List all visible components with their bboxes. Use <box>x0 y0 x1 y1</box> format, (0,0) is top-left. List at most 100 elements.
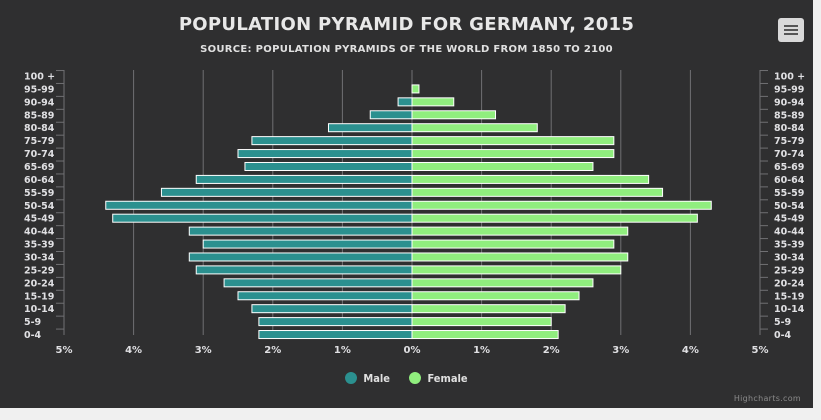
bar-male <box>251 304 413 314</box>
hamburger-menu-icon-bar <box>784 29 798 31</box>
y-tick-label-left: 85-89 <box>24 110 54 121</box>
x-tick-label: 1% <box>473 345 490 356</box>
y-tick-label-left: 10-14 <box>24 304 55 315</box>
y-tick-label-right: 10-14 <box>774 304 805 315</box>
bar-male <box>369 110 413 120</box>
x-tick-label: 5% <box>752 345 769 356</box>
y-tick-label-left: 30-34 <box>24 252 55 263</box>
y-tick-label-left: 15-19 <box>24 291 54 302</box>
y-tick-label-left: 65-69 <box>24 162 54 173</box>
y-tick-label-left: 50-54 <box>24 201 55 212</box>
x-tick-label: 4% <box>682 345 699 356</box>
bar-male <box>237 149 413 159</box>
bar-male <box>195 265 413 275</box>
y-tick-label-right: 60-64 <box>774 175 805 186</box>
x-tick-label: 5% <box>56 345 73 356</box>
y-tick-label-left: 75-79 <box>24 136 54 147</box>
x-tick-label: 3% <box>195 345 212 356</box>
bar-female <box>411 110 497 120</box>
chart-title: POPULATION PYRAMID FOR GERMANY, 2015 <box>178 14 635 35</box>
bar-female <box>411 278 594 288</box>
y-tick-label-right: 55-59 <box>774 188 804 199</box>
y-tick-label-left: 60-64 <box>24 175 55 186</box>
y-tick-label-right: 65-69 <box>774 162 804 173</box>
y-tick-label-left: 25-29 <box>24 265 54 276</box>
y-tick-label-left: 45-49 <box>24 214 54 225</box>
bar-female <box>411 174 650 184</box>
y-tick-label-right: 20-24 <box>774 278 805 289</box>
bar-male <box>195 174 413 184</box>
bar-female <box>411 304 566 314</box>
y-tick-label-right: 0-4 <box>774 330 792 341</box>
x-tick-label: 2% <box>543 345 560 356</box>
y-tick-label-left: 0-4 <box>24 330 42 341</box>
x-tick-label: 1% <box>334 345 351 356</box>
y-tick-label-left: 80-84 <box>24 123 55 134</box>
bar-female <box>411 200 712 210</box>
bar-female <box>411 213 698 223</box>
y-tick-label-right: 80-84 <box>774 123 805 134</box>
bar-female <box>411 226 629 236</box>
y-tick-label-left: 20-24 <box>24 278 55 289</box>
bar-male <box>105 200 413 210</box>
y-tick-label-left: 40-44 <box>24 227 55 238</box>
bar-male <box>188 252 413 262</box>
y-tick-label-left: 35-39 <box>24 240 54 251</box>
y-tick-label-right: 30-34 <box>774 252 805 263</box>
y-tick-label-right: 95-99 <box>774 84 804 95</box>
bar-female <box>411 136 615 146</box>
x-tick-label: 4% <box>125 345 142 356</box>
bar-female <box>411 330 559 340</box>
bar-male <box>327 123 413 133</box>
bar-male <box>237 291 413 301</box>
y-tick-label-left: 70-74 <box>24 149 55 160</box>
legend-label-female: Female <box>427 372 468 385</box>
chart-container: POPULATION PYRAMID FOR GERMANY, 2015 SOU… <box>0 0 813 408</box>
bar-female <box>411 123 538 133</box>
x-tick-label: 3% <box>612 345 629 356</box>
y-tick-label-left: 55-59 <box>24 188 54 199</box>
hamburger-menu-icon <box>784 25 798 27</box>
y-tick-label-right: 45-49 <box>774 214 804 225</box>
bar-male <box>258 317 413 327</box>
chart-menu-button[interactable] <box>778 18 804 42</box>
bar-male <box>397 97 413 107</box>
y-tick-label-right: 85-89 <box>774 110 804 121</box>
y-tick-label-right: 70-74 <box>774 149 805 160</box>
bar-female <box>411 317 552 327</box>
bar-female <box>411 252 629 262</box>
y-tick-label-left: 100 + <box>24 72 55 83</box>
chart-subtitle: SOURCE: POPULATION PYRAMIDS OF THE WORLD… <box>200 44 613 55</box>
legend: Male Female <box>0 372 813 385</box>
bar-male <box>223 278 413 288</box>
y-tick-label-right: 35-39 <box>774 240 804 251</box>
y-tick-label-right: 100 + <box>774 72 805 83</box>
y-tick-label-left: 5-9 <box>24 317 41 328</box>
bar-male <box>251 136 413 146</box>
bar-female <box>411 265 622 275</box>
y-tick-label-right: 5-9 <box>774 317 791 328</box>
bar-female <box>411 149 615 159</box>
bar-female <box>411 84 420 94</box>
bar-female <box>411 161 594 171</box>
bar-male <box>202 239 413 249</box>
bar-female <box>411 239 615 249</box>
y-tick-label-right: 50-54 <box>774 201 805 212</box>
x-tick-label: 2% <box>264 345 281 356</box>
bar-male <box>112 213 413 223</box>
bar-male <box>160 187 413 197</box>
bar-female <box>411 187 664 197</box>
y-tick-label-right: 75-79 <box>774 136 804 147</box>
credits-link[interactable]: Highcharts.com <box>733 394 801 403</box>
legend-symbol-female <box>409 372 422 384</box>
legend-symbol-male <box>345 372 358 384</box>
y-tick-label-left: 95-99 <box>24 84 54 95</box>
y-tick-label-right: 40-44 <box>774 227 805 238</box>
x-tick-label: 0% <box>404 345 421 356</box>
plot-area: 5% 4% 3% 2% 1% 0% 1% 2% 3% 4% 5%100 +95-9990-9485-… <box>24 70 805 356</box>
bar-female <box>411 291 580 301</box>
legend-item-female[interactable]: Female <box>409 372 468 385</box>
y-tick-label-right: 15-19 <box>774 291 804 302</box>
legend-item-male[interactable]: Male <box>345 372 390 385</box>
bar-female <box>411 97 455 107</box>
